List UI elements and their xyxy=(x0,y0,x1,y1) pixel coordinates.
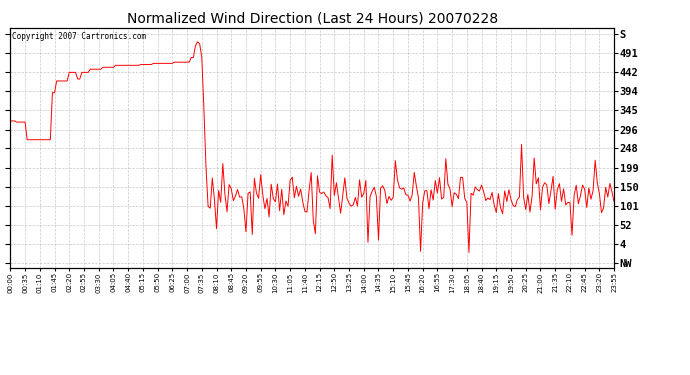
Title: Normalized Wind Direction (Last 24 Hours) 20070228: Normalized Wind Direction (Last 24 Hours… xyxy=(127,12,497,26)
Text: Copyright 2007 Cartronics.com: Copyright 2007 Cartronics.com xyxy=(12,32,146,41)
